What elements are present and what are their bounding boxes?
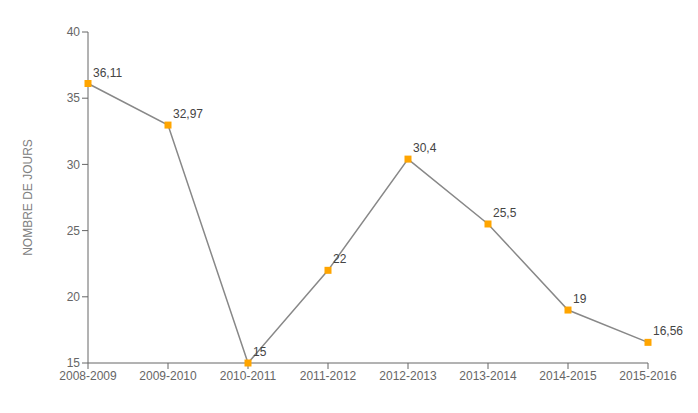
svg-text:25,5: 25,5: [493, 206, 517, 220]
svg-text:30: 30: [67, 158, 81, 172]
svg-text:19: 19: [573, 292, 587, 306]
svg-text:2008-2009: 2008-2009: [59, 369, 117, 383]
svg-text:40: 40: [67, 25, 81, 39]
svg-text:2010-2011: 2010-2011: [220, 369, 277, 383]
svg-text:22: 22: [333, 252, 347, 266]
svg-text:15: 15: [67, 356, 81, 370]
svg-text:25: 25: [67, 224, 81, 238]
svg-text:2015-2016: 2015-2016: [619, 369, 677, 383]
svg-text:36,11: 36,11: [93, 66, 122, 80]
svg-text:2013-2014: 2013-2014: [459, 369, 517, 383]
svg-text:32,97: 32,97: [173, 107, 203, 121]
svg-text:2009-2010: 2009-2010: [139, 369, 197, 383]
svg-text:15: 15: [253, 345, 267, 359]
svg-text:35: 35: [67, 91, 81, 105]
svg-text:NOMBRE DE JOURS: NOMBRE DE JOURS: [21, 139, 35, 256]
svg-text:30,4: 30,4: [413, 141, 437, 155]
svg-text:16,56: 16,56: [653, 324, 683, 338]
svg-text:2014-2015: 2014-2015: [539, 369, 597, 383]
svg-text:20: 20: [67, 290, 81, 304]
svg-text:2012-2013: 2012-2013: [379, 369, 437, 383]
svg-text:2011-2012: 2011-2012: [300, 369, 357, 383]
